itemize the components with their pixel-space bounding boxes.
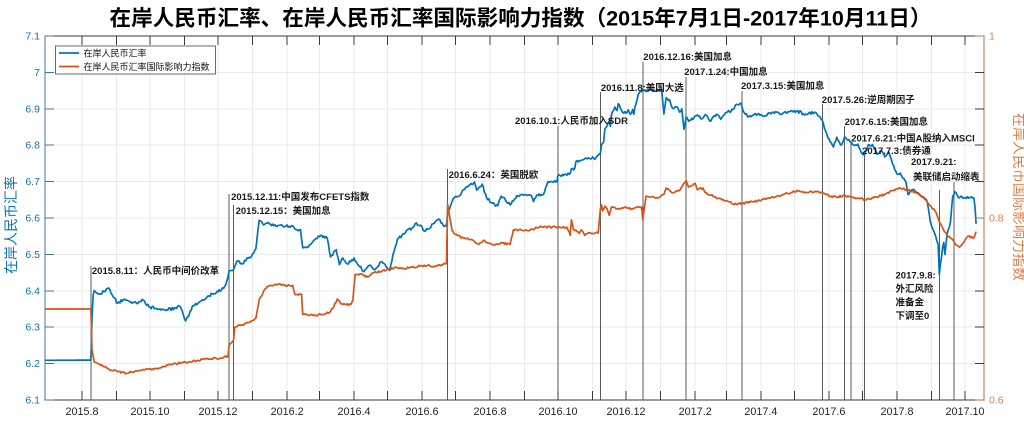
- svg-text:在岸人民币汇率、在岸人民币汇率国际影响力指数（2015年7月: 在岸人民币汇率、在岸人民币汇率国际影响力指数（2015年7月1日-2017年10…: [110, 6, 932, 31]
- svg-text:7.1: 7.1: [25, 31, 40, 43]
- svg-text:在岸人民币汇率: 在岸人民币汇率: [84, 48, 147, 59]
- svg-text:2015.8.11：人民币中间价改革: 2015.8.11：人民币中间价改革: [92, 265, 220, 277]
- svg-text:6.6: 6.6: [25, 213, 40, 225]
- svg-text:下调至0: 下调至0: [896, 310, 930, 322]
- svg-text:0.6: 0.6: [989, 395, 1004, 407]
- svg-text:2015.12.15：美国加息: 2015.12.15：美国加息: [236, 205, 332, 217]
- svg-text:2016.6.24：英国脱欧: 2016.6.24：英国脱欧: [449, 169, 539, 181]
- svg-text:在岸人民币国际影响力指数: 在岸人民币国际影响力指数: [1011, 113, 1024, 281]
- svg-text:2017.7.3:债券通: 2017.7.3:债券通: [862, 145, 931, 157]
- svg-text:6.9: 6.9: [25, 103, 40, 115]
- svg-text:2017.1.24:中国加息: 2017.1.24:中国加息: [684, 66, 768, 78]
- svg-text:6.3: 6.3: [25, 322, 40, 334]
- svg-text:在岸人民币汇率国际影响力指数: 在岸人民币汇率国际影响力指数: [84, 61, 210, 72]
- svg-text:2017.3.15:美国加息: 2017.3.15:美国加息: [741, 80, 825, 92]
- svg-text:2016.11.8:美国大选: 2016.11.8:美国大选: [601, 82, 684, 94]
- svg-text:6.4: 6.4: [25, 285, 40, 297]
- svg-text:2017.10: 2017.10: [945, 406, 984, 418]
- svg-text:2016.2: 2016.2: [271, 406, 304, 418]
- svg-text:2015.12: 2015.12: [198, 406, 237, 418]
- svg-text:2015.8: 2015.8: [65, 406, 98, 418]
- svg-text:2017.5.26:逆周期因子: 2017.5.26:逆周期因子: [822, 94, 915, 106]
- svg-text:1: 1: [989, 31, 995, 43]
- svg-text:2016.10.1:人民币加入SDR: 2016.10.1:人民币加入SDR: [515, 115, 628, 127]
- svg-text:2017.2: 2017.2: [679, 406, 712, 418]
- svg-text:2016.10: 2016.10: [538, 406, 577, 418]
- svg-text:2015.12.11:中国发布CFETS指数: 2015.12.11:中国发布CFETS指数: [231, 191, 370, 203]
- svg-text:2017.4: 2017.4: [744, 406, 777, 418]
- svg-text:6.1: 6.1: [25, 395, 40, 407]
- svg-text:2015.10: 2015.10: [130, 406, 169, 418]
- svg-text:7: 7: [34, 67, 40, 79]
- svg-text:6.5: 6.5: [25, 249, 40, 261]
- svg-text:2016.6: 2016.6: [405, 406, 438, 418]
- svg-text:2017.9.21:: 2017.9.21:: [911, 157, 956, 168]
- svg-text:6.8: 6.8: [25, 140, 40, 152]
- svg-text:2017.6.21:中国A股纳入MSCI: 2017.6.21:中国A股纳入MSCI: [851, 133, 975, 145]
- svg-text:美联储启动缩表: 美联储启动缩表: [913, 171, 980, 183]
- svg-text:2017.9.8:: 2017.9.8:: [896, 271, 936, 282]
- svg-text:外汇风险: 外汇风险: [896, 283, 935, 295]
- svg-text:6.2: 6.2: [25, 358, 40, 370]
- svg-text:0.8: 0.8: [989, 213, 1004, 225]
- svg-text:2016.12.16:美国加息: 2016.12.16:美国加息: [643, 51, 732, 63]
- svg-text:2017.8: 2017.8: [880, 406, 913, 418]
- svg-text:6.7: 6.7: [25, 176, 40, 188]
- svg-text:在岸人民币汇率: 在岸人民币汇率: [3, 176, 19, 274]
- svg-text:准备金: 准备金: [896, 297, 925, 309]
- svg-text:2016.8: 2016.8: [473, 406, 506, 418]
- svg-text:2017.6: 2017.6: [812, 406, 845, 418]
- svg-text:2016.12: 2016.12: [606, 406, 645, 418]
- svg-text:2016.4: 2016.4: [337, 406, 370, 418]
- svg-text:2017.6.15:美国加息: 2017.6.15:美国加息: [845, 116, 929, 128]
